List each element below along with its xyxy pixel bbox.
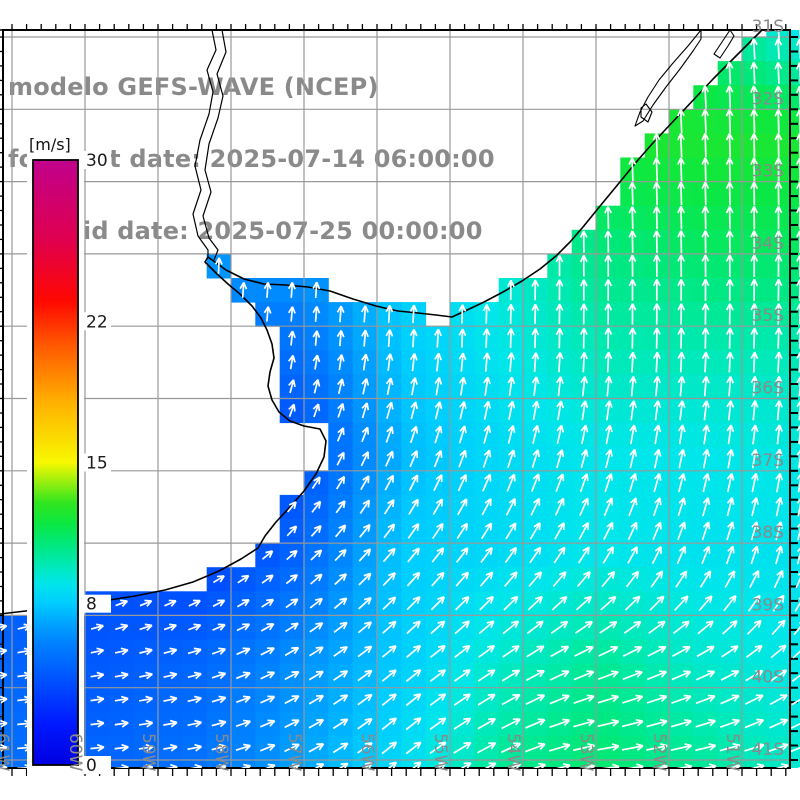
colorbar-unit-label: [m/s] [29,135,71,154]
lat-axis-label: 37S [752,451,784,471]
wind-speed-cells [0,30,800,768]
lat-axis-label: 34S [752,234,784,254]
colorbar-tick-label: 30 [86,151,108,171]
lon-axis-label: 57W [284,733,304,772]
lat-axis-label: 40S [752,668,784,688]
lon-axis-label: 55W [430,733,450,772]
lon-axis-label: 53W [576,733,596,772]
colorbar-tick-label: 0 [86,756,97,776]
wind-direction-arrows [0,30,800,768]
axis-labels: 61W 60W 59W 58W 57W 56W 55W 54W 53W 52W 51W 31S 32S 3… [0,17,784,772]
lat-axis-label: 33S [752,162,784,182]
colorbar-tick-label: 8 [86,595,97,615]
axis-tick-marks [0,24,798,776]
lon-axis-label: 56W [357,733,377,772]
lat-axis-label: 31S [752,17,784,37]
colorbar: [m/s] 30 22 15 8 0 [27,127,111,776]
lon-axis-label: 58W [211,733,231,772]
lon-axis-label: 54W [503,733,523,772]
lat-axis-label: 32S [752,89,784,109]
lat-axis-label: 39S [752,595,784,615]
lon-axis-label: 60W [65,733,85,772]
lat-axis-label: 38S [752,523,784,543]
title-model: modelo GEFS-WAVE (NCEP) [8,73,379,101]
colorbar-tick-label: 22 [86,312,108,332]
lon-axis-label: 51W [722,733,742,772]
graticule-grid-lines [3,30,790,768]
colorbar-gradient [32,159,79,766]
lon-axis-label: 59W [138,733,158,772]
lat-axis-label: 36S [752,379,784,399]
lat-axis-label: 41S [752,740,784,760]
lon-axis-label: 52W [649,733,669,772]
coastline [0,29,763,615]
lat-axis-label: 35S [752,306,784,326]
lon-axis-label: 61W [0,733,12,772]
colorbar-tick-label: 15 [86,454,108,474]
